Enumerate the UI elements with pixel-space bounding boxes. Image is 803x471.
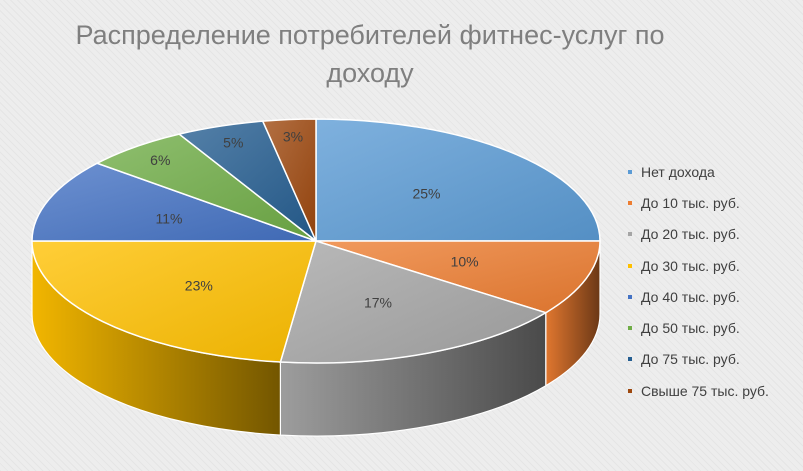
slice-5-label: 11%	[156, 210, 183, 226]
legend-item-6[interactable]: До 50 тыс. руб.	[628, 312, 798, 343]
slice-1-label: 25%	[412, 186, 440, 202]
legend-label: До 30 тыс. руб.	[641, 257, 740, 274]
chart-title: Распределение потребителей фитнес-услуг …	[75, 20, 665, 88]
pie-top	[31, 118, 601, 364]
slice-3-label: 17%	[364, 295, 392, 311]
legend-label: До 75 тыс. руб.	[641, 351, 740, 368]
legend-label: Свыше 75 тыс. руб.	[641, 382, 769, 399]
legend-swatch	[628, 263, 632, 268]
legend-label: Нет дохода	[641, 163, 715, 180]
legend-swatch	[628, 232, 632, 237]
legend-label: До 40 тыс. руб.	[641, 288, 740, 305]
slice-5[interactable]	[31, 162, 317, 242]
legend-swatch	[628, 169, 632, 174]
slice-8[interactable]	[261, 118, 317, 242]
slice-8-label: 3%	[283, 129, 303, 145]
legend-item-8[interactable]: Свыше 75 тыс. руб.	[628, 375, 798, 406]
slice-2[interactable]	[315, 240, 601, 314]
legend-swatch	[628, 326, 632, 331]
legend-item-1[interactable]: Нет дохода	[628, 156, 798, 187]
slice-6-label: 6%	[150, 152, 170, 168]
legend: Нет дохода До 10 тыс. руб. До 20 тыс. руб.…	[628, 156, 798, 406]
legend-swatch	[628, 200, 632, 205]
slice-3[interactable]	[279, 240, 548, 364]
legend-label: До 20 тыс. руб.	[641, 226, 740, 243]
slice-7-label: 5%	[223, 134, 243, 150]
slice-1[interactable]	[315, 118, 601, 242]
slice-4[interactable]	[31, 240, 318, 363]
legend-label: До 50 тыс. руб.	[641, 320, 740, 337]
legend-item-3[interactable]: До 20 тыс. руб.	[628, 219, 798, 250]
legend-swatch	[628, 388, 632, 393]
slice-4-label: 23%	[185, 277, 213, 293]
legend-swatch	[628, 357, 632, 362]
legend-item-4[interactable]: До 30 тыс. руб.	[628, 250, 798, 281]
legend-item-7[interactable]: До 75 тыс. руб.	[628, 344, 798, 375]
legend-label: До 10 тыс. руб.	[641, 194, 740, 211]
legend-swatch	[628, 294, 632, 299]
slice-2-label: 10%	[451, 254, 479, 270]
data-labels: 25% 10% 17% 23% 11% 6% 5% 3%	[150, 129, 478, 311]
legend-item-5[interactable]: До 40 тыс. руб.	[628, 281, 798, 312]
legend-item-2[interactable]: До 10 тыс. руб.	[628, 187, 798, 218]
